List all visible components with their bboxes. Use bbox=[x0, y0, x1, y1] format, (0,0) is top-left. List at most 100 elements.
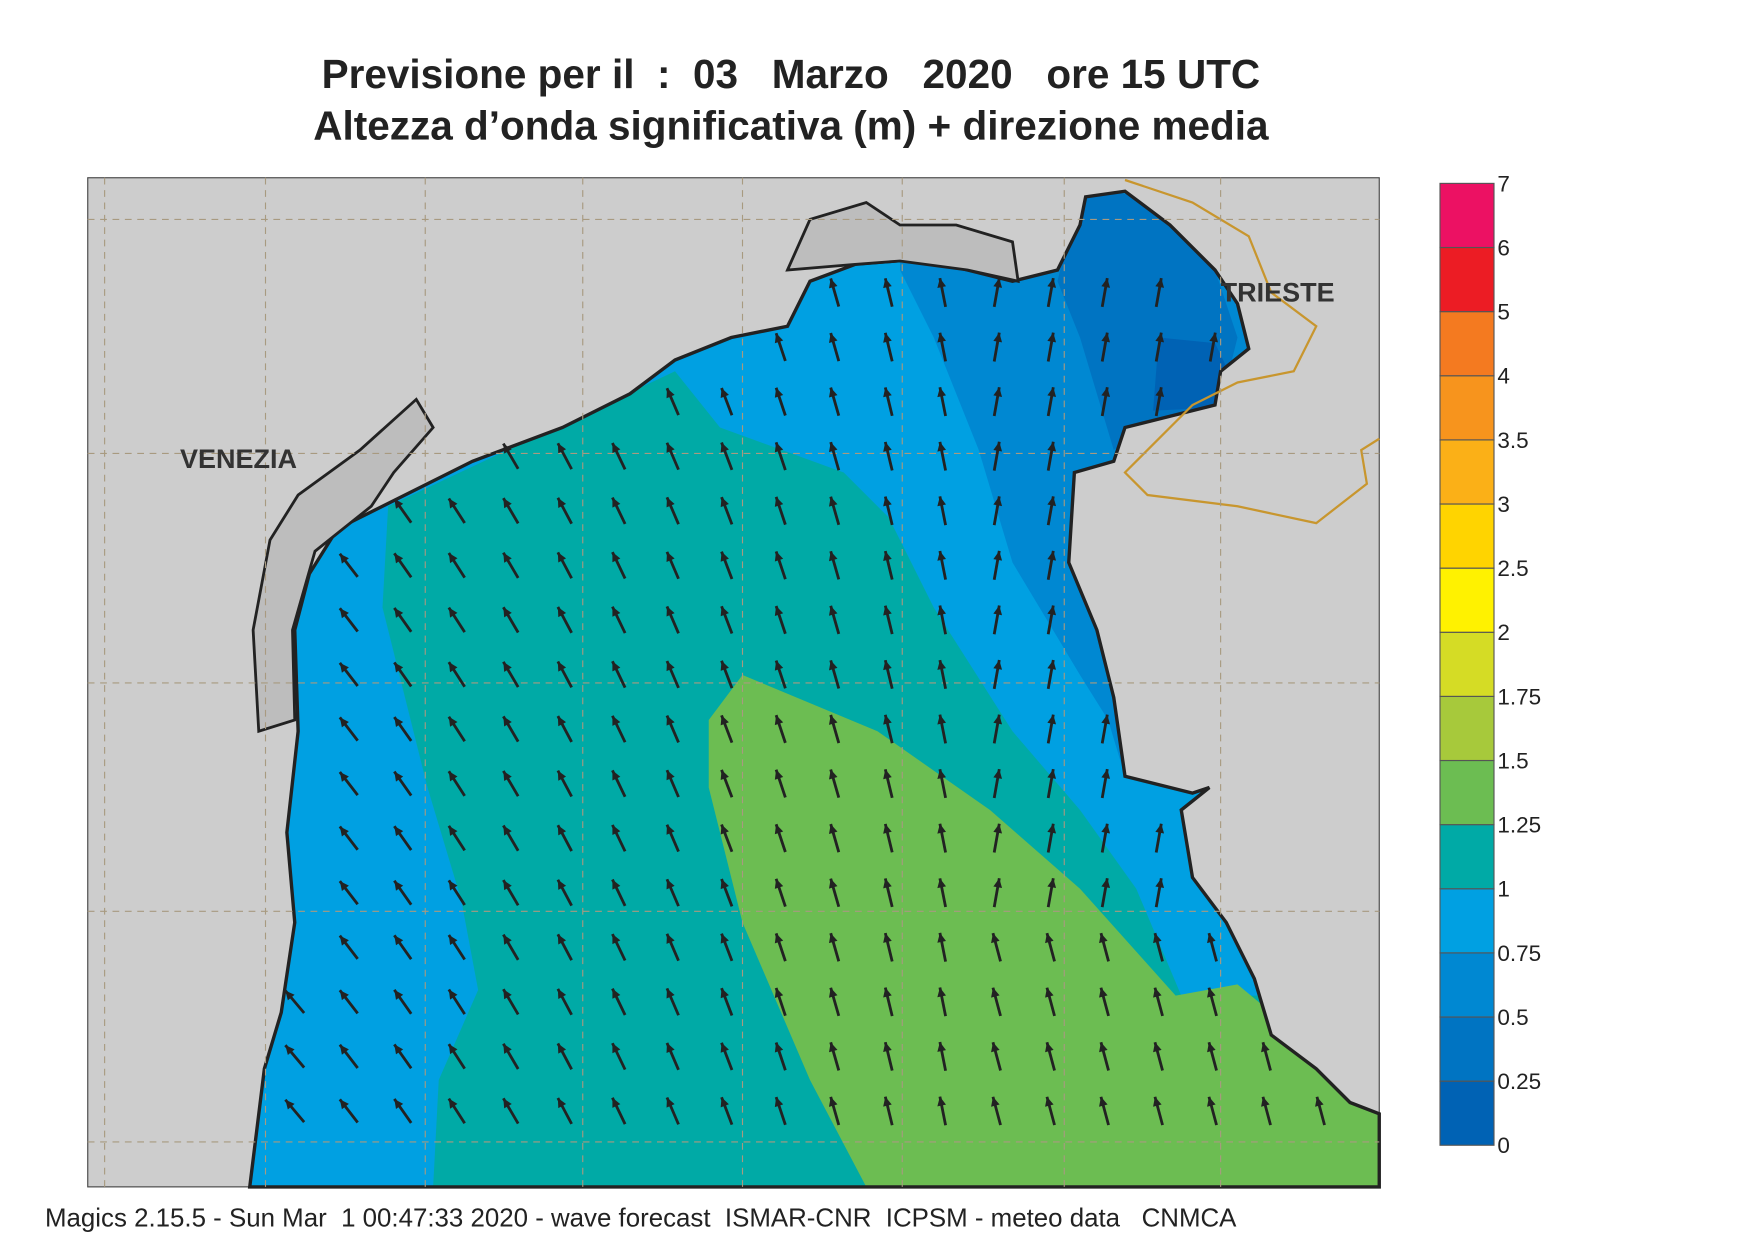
arrow-head bbox=[828, 1042, 838, 1053]
arrow-head bbox=[1045, 1042, 1054, 1053]
arrow-head bbox=[993, 660, 1003, 670]
arrow-head bbox=[883, 496, 892, 507]
arrow-head bbox=[1045, 933, 1054, 944]
arrow-head bbox=[557, 1043, 567, 1054]
arrow-head bbox=[1045, 1096, 1054, 1107]
colorbar-label: 2.5 bbox=[1497, 556, 1528, 581]
arrow-head bbox=[1101, 332, 1111, 343]
arrow-head bbox=[1153, 933, 1162, 944]
arrow-head bbox=[557, 606, 567, 618]
arrow-head bbox=[774, 769, 784, 780]
arrow-head bbox=[937, 550, 947, 561]
arrow-head bbox=[394, 498, 404, 509]
arrow-head bbox=[774, 387, 784, 398]
colorbar-label: 1.25 bbox=[1497, 813, 1541, 838]
arrow-head bbox=[666, 442, 675, 453]
arrow-head bbox=[993, 823, 1003, 834]
arrow-head bbox=[993, 878, 1003, 889]
arrow-head bbox=[612, 770, 621, 781]
colorbar-swatch bbox=[1439, 311, 1495, 377]
arrow-head bbox=[993, 550, 1003, 561]
arrow-head bbox=[1047, 823, 1057, 834]
arrow-head bbox=[828, 660, 838, 671]
arrow-head bbox=[991, 987, 1000, 998]
arrow-head bbox=[503, 1043, 512, 1054]
border-line bbox=[1123, 178, 1380, 525]
arrow-head bbox=[1099, 933, 1108, 944]
arrow-head bbox=[448, 880, 458, 891]
arrow-head bbox=[828, 333, 838, 343]
arrow-head bbox=[666, 551, 675, 562]
colorbar-swatch bbox=[1439, 952, 1495, 1018]
colorbar-label: 7 bbox=[1497, 171, 1510, 196]
arrow-head bbox=[1155, 332, 1165, 343]
arrow-head bbox=[1099, 987, 1108, 998]
arrow-head bbox=[828, 278, 838, 289]
colorbar-label: 1.5 bbox=[1497, 748, 1528, 773]
arrow-head bbox=[557, 770, 567, 781]
arrow-head bbox=[937, 278, 947, 288]
arrow-head bbox=[883, 660, 892, 671]
arrow-head bbox=[612, 661, 621, 672]
colorbar-label: 2 bbox=[1497, 620, 1510, 645]
arrow-head bbox=[448, 989, 458, 1000]
arrow-head bbox=[394, 1044, 404, 1055]
arrow-head bbox=[828, 878, 838, 889]
arrow-head bbox=[883, 933, 892, 943]
arrow-head bbox=[993, 714, 1003, 725]
arrow-head bbox=[503, 934, 512, 945]
arrow-head bbox=[1207, 1042, 1216, 1053]
arrow-head bbox=[1047, 387, 1057, 397]
arrow-head bbox=[1047, 714, 1057, 725]
arrow-head bbox=[720, 1042, 729, 1053]
arrow-head bbox=[666, 497, 675, 508]
arrow-head bbox=[993, 387, 1003, 397]
arrow-head bbox=[557, 661, 567, 672]
arrow-head bbox=[666, 388, 675, 399]
arrow-head bbox=[285, 990, 295, 1001]
arrow-head bbox=[1045, 987, 1054, 998]
colorbar-label: 0 bbox=[1497, 1133, 1510, 1158]
arrow-head bbox=[1153, 1096, 1162, 1107]
colorbar-swatch bbox=[1439, 375, 1495, 441]
arrow-head bbox=[774, 333, 784, 344]
colorbar-swatch bbox=[1439, 1080, 1495, 1146]
arrow-head bbox=[448, 662, 458, 673]
arrow-head bbox=[883, 769, 892, 780]
arrow-head bbox=[828, 605, 838, 616]
arrow-head bbox=[448, 771, 458, 782]
arrow-head bbox=[828, 933, 838, 944]
colorbar-label: 0.25 bbox=[1497, 1069, 1541, 1094]
arrow-head bbox=[720, 879, 729, 890]
arrow-head bbox=[774, 1097, 784, 1108]
arrow-head bbox=[720, 387, 729, 399]
arrow-head bbox=[993, 605, 1003, 616]
colorbar-label: 1.75 bbox=[1497, 684, 1541, 709]
arrow-head bbox=[1153, 1042, 1162, 1053]
arrow-head bbox=[503, 880, 512, 891]
arrow-head bbox=[1207, 1096, 1216, 1107]
arrow-head bbox=[448, 553, 458, 564]
wave-direction-arrows bbox=[284, 277, 1326, 1126]
arrow-head bbox=[448, 1098, 458, 1109]
arrow-head bbox=[937, 932, 947, 943]
arrow-head bbox=[503, 716, 512, 727]
arrow-head bbox=[1047, 660, 1057, 670]
arrow-head bbox=[557, 1098, 567, 1109]
arrow-head bbox=[720, 769, 729, 780]
arrow-head bbox=[1047, 605, 1057, 616]
arrow-head bbox=[339, 717, 349, 728]
arrow-head bbox=[883, 332, 892, 343]
arrow-head bbox=[339, 826, 349, 837]
arrow-head bbox=[993, 332, 1003, 343]
colorbar-swatch bbox=[1439, 1016, 1495, 1082]
arrow-head bbox=[612, 824, 621, 836]
place-label: VENEZIA bbox=[180, 444, 297, 474]
arrow-head bbox=[503, 552, 512, 563]
graticule bbox=[87, 177, 1380, 1187]
footer: Magics 2.15.5 - Sun Mar 1 00:47:33 2020 … bbox=[45, 1204, 1237, 1232]
arrow-head bbox=[828, 496, 838, 507]
arrow-head bbox=[1099, 1042, 1108, 1053]
arrow-head bbox=[774, 824, 784, 835]
